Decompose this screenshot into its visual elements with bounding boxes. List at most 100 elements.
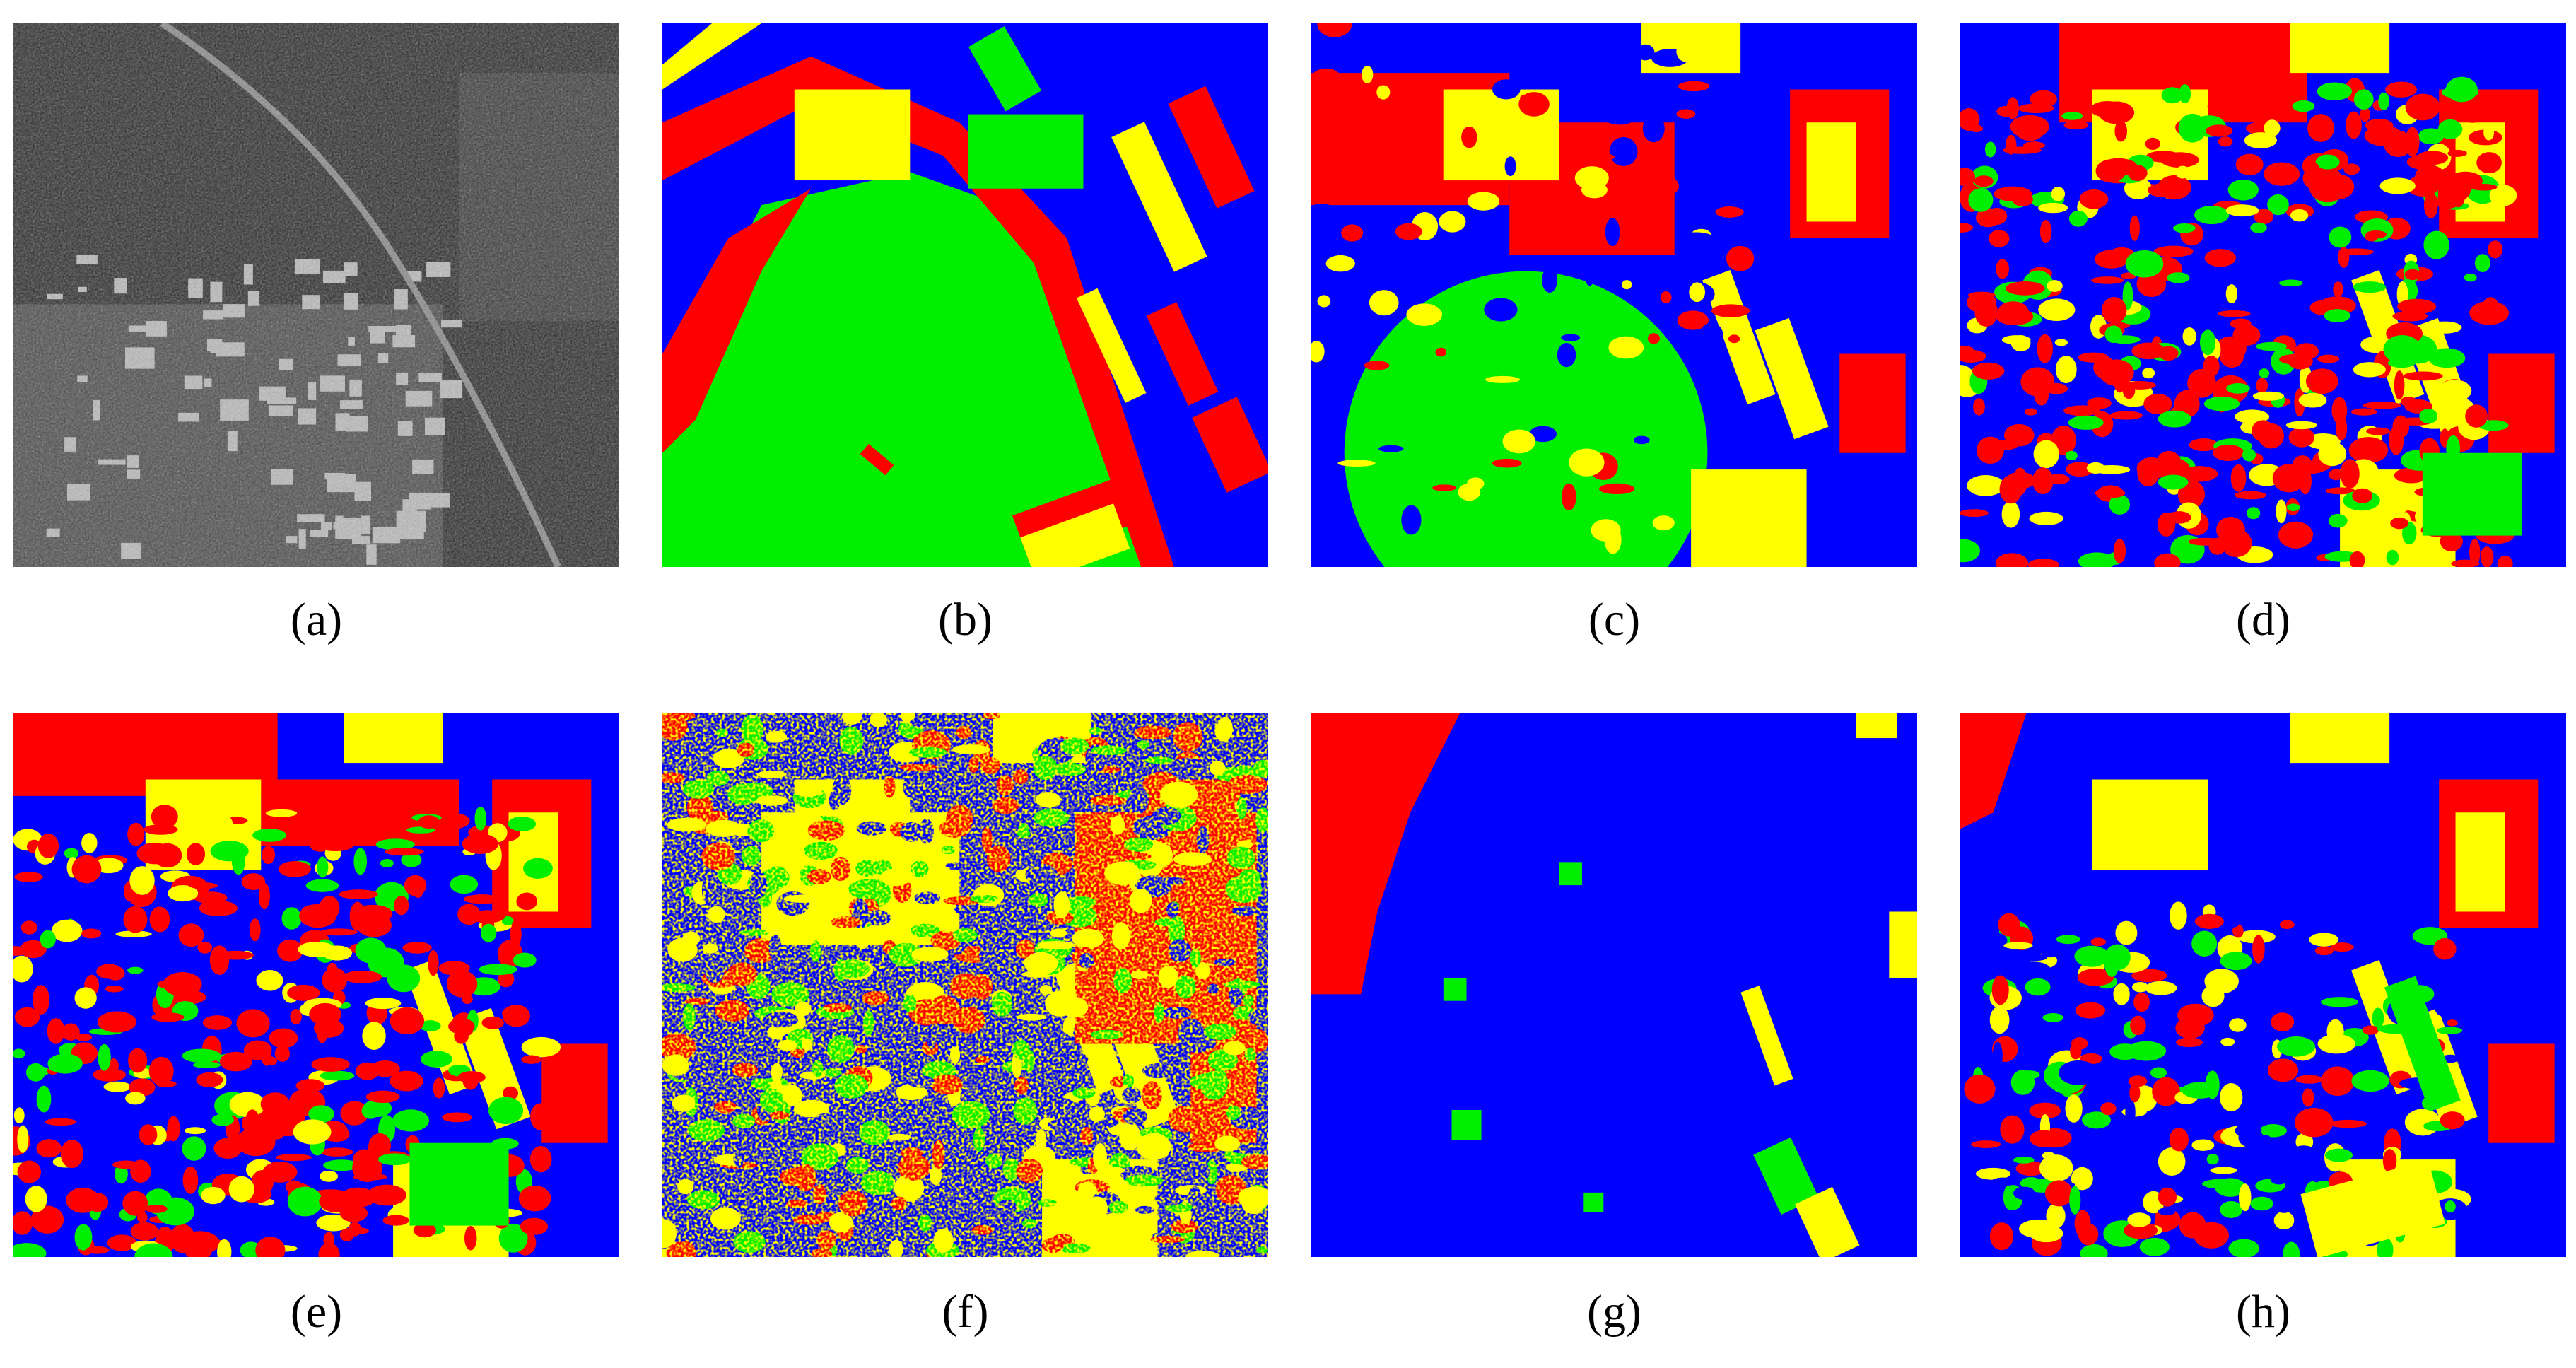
region: [2201, 1179, 2240, 1189]
region: [361, 1103, 380, 1119]
region: [124, 1092, 146, 1105]
region: [479, 964, 517, 976]
region: [1598, 483, 1635, 495]
region: [433, 1077, 445, 1099]
region: [17, 1160, 41, 1183]
region: [2122, 382, 2136, 399]
region: [1311, 68, 1342, 93]
region: [2059, 1060, 2098, 1085]
region: [2353, 89, 2374, 110]
region: [1609, 136, 1638, 166]
region: [64, 848, 79, 859]
region: [1076, 288, 1147, 403]
region: [2379, 177, 2416, 194]
region: [462, 1071, 479, 1090]
region: [2330, 942, 2354, 952]
region: [1988, 230, 2010, 247]
region: [2386, 549, 2399, 566]
region: [152, 843, 182, 868]
region: [1968, 188, 1994, 212]
region: [385, 848, 424, 856]
region: [2092, 779, 2208, 871]
region: [265, 1056, 277, 1065]
region: [21, 920, 37, 935]
region: [2419, 409, 2438, 424]
region: [2452, 178, 2471, 200]
region: [2124, 1222, 2158, 1239]
region: [428, 949, 439, 976]
region: [2015, 119, 2044, 141]
region: [1168, 86, 1255, 209]
region: [2015, 1161, 2046, 1176]
region: [2078, 352, 2109, 363]
panel-label: (g): [1587, 1286, 1641, 1338]
region: [1317, 295, 1331, 308]
region: [115, 1164, 128, 1184]
region: [2030, 1130, 2058, 1147]
region: [2220, 1200, 2243, 1218]
region: [1502, 429, 1536, 454]
panel-image: [1960, 713, 2566, 1257]
region: [2271, 1012, 2295, 1031]
region: [457, 904, 481, 925]
region: [219, 1051, 252, 1072]
region: [2038, 202, 2068, 214]
panel-image: [1311, 23, 1917, 567]
region: [2418, 128, 2445, 145]
region: [498, 1223, 528, 1253]
region: [1583, 1192, 1604, 1212]
region: [2276, 499, 2287, 524]
region: [1989, 1222, 2014, 1251]
region: [438, 961, 470, 976]
region: [2079, 189, 2109, 209]
region: [2042, 1013, 2064, 1022]
region: [186, 843, 206, 865]
region: [2488, 1043, 2555, 1143]
region: [2220, 1082, 2243, 1112]
region: [2445, 76, 2478, 103]
region: [2364, 125, 2403, 146]
region: [2035, 1046, 2048, 1058]
region: [1439, 211, 1466, 233]
region: [252, 829, 287, 842]
region: [262, 1161, 298, 1183]
region: [1960, 509, 1989, 518]
region: [2433, 988, 2454, 1017]
region: [2191, 1139, 2215, 1151]
region: [2235, 409, 2270, 424]
region: [2232, 923, 2244, 938]
region: [274, 1045, 291, 1062]
region: [2199, 329, 2216, 356]
region: [2039, 1154, 2073, 1182]
region: [2291, 1145, 2317, 1160]
region: [353, 904, 393, 923]
region: [404, 875, 427, 896]
region: [1991, 440, 2018, 450]
region: [2385, 81, 2418, 98]
region: [2416, 151, 2449, 165]
region: [1559, 862, 1582, 886]
region: [2365, 230, 2387, 239]
region: [2203, 356, 2220, 378]
region: [2488, 240, 2503, 259]
region: [2071, 1167, 2093, 1191]
region: [209, 945, 230, 975]
region: [1676, 232, 1716, 246]
region: [2111, 1166, 2141, 1195]
region: [2230, 464, 2247, 492]
region: [2272, 464, 2306, 493]
region: [311, 1057, 350, 1072]
region: [1477, 182, 1491, 191]
region: [339, 889, 378, 899]
region: [245, 1109, 260, 1139]
region: [521, 1055, 541, 1064]
region: [2158, 1187, 2177, 1207]
region: [180, 1231, 220, 1255]
region: [390, 1007, 425, 1035]
region: [145, 1205, 168, 1213]
region: [51, 919, 83, 942]
panel-image: [1311, 713, 1917, 1257]
region: [20, 940, 47, 959]
region: [480, 923, 497, 942]
region: [2489, 185, 2517, 206]
